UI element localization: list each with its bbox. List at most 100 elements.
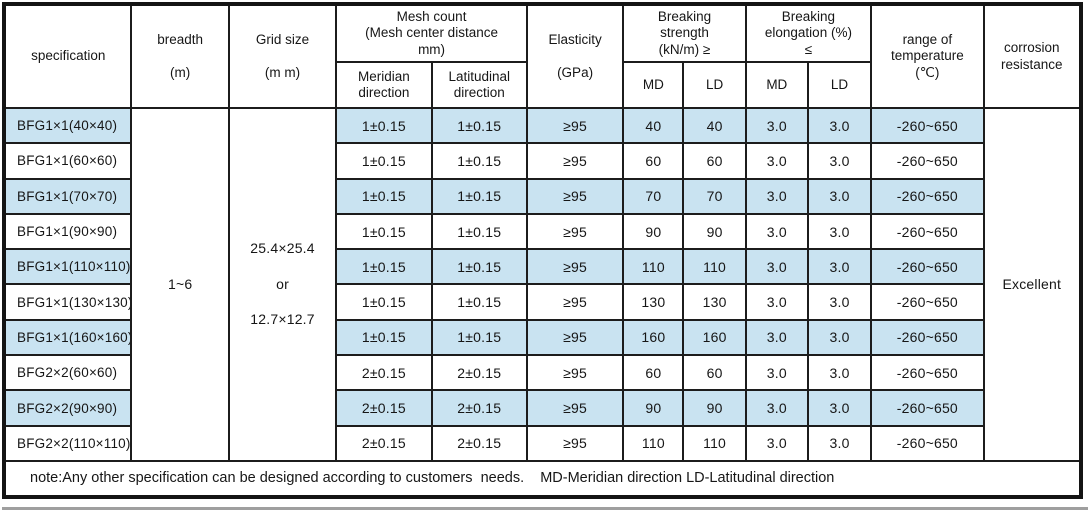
cell-latitudinal: 1±0.15 bbox=[430, 248, 528, 286]
cell-meridian: 2±0.15 bbox=[335, 354, 433, 392]
cell-strength_md: 160 bbox=[622, 318, 685, 357]
col-header-mesh-count-group: Mesh count (Mesh center distance mm) bbox=[335, 3, 528, 63]
cell-strength_md: 130 bbox=[622, 283, 685, 321]
note-row: note:Any other specification can be desi… bbox=[3, 459, 1082, 498]
cell-strength_ld: 90 bbox=[682, 212, 747, 251]
cell-meridian: 1±0.15 bbox=[335, 142, 433, 180]
cell-elasticity: ≥95 bbox=[525, 424, 625, 462]
cell-meridian: 1±0.15 bbox=[335, 212, 433, 251]
table-row: BFG2×2(110×110) 2±0.15 2±0.15 ≥95 110 110 3.0 3… bbox=[2, 424, 1081, 462]
cell-elasticity: ≥95 bbox=[525, 389, 625, 427]
cell-elongation_md: 3.0 bbox=[744, 106, 809, 145]
table-row: BFG1×1(90×90) 1±0.15 1±0.15 ≥95 90 90 3.0 3.0 -2… bbox=[2, 212, 1081, 251]
col-header-elongation-md: MD bbox=[744, 61, 809, 109]
cell-meridian: 2±0.15 bbox=[335, 424, 433, 462]
cell-latitudinal: 2±0.15 bbox=[430, 354, 528, 392]
cell-elongation_ld: 3.0 bbox=[806, 177, 873, 215]
cell-elasticity: ≥95 bbox=[525, 354, 625, 392]
table-row: BFG1×1(110×110) 1±0.15 1±0.15 ≥95 110 110 3.0 3… bbox=[2, 248, 1081, 286]
cell-elongation_md: 3.0 bbox=[744, 283, 809, 321]
cell-elongation_ld: 3.0 bbox=[806, 248, 873, 286]
table-row: BFG1×1(60×60) 1±0.15 1±0.15 ≥95 60 60 3.0 3.0 -2… bbox=[2, 142, 1081, 180]
cell-specification: BFG2×2(90×90) bbox=[2, 389, 133, 427]
table-row: BFG1×1(70×70) 1±0.15 1±0.15 ≥95 70 70 3.0 3.0 -2… bbox=[2, 177, 1081, 215]
cell-breadth-merged: 1~6 bbox=[130, 107, 230, 462]
cell-specification: BFG1×1(70×70) bbox=[2, 177, 133, 215]
cell-elasticity: ≥95 bbox=[525, 212, 625, 251]
col-header-breadth: breadth (m) bbox=[130, 3, 230, 109]
scan-edge-shadow bbox=[2, 507, 1088, 510]
cell-elasticity: ≥95 bbox=[525, 106, 625, 145]
table-row: BFG2×2(60×60) 2±0.15 2±0.15 ≥95 60 60 3.0 3.0 -2… bbox=[2, 354, 1081, 392]
cell-elongation_ld: 3.0 bbox=[806, 283, 873, 321]
cell-elasticity: ≥95 bbox=[525, 177, 625, 215]
cell-meridian: 1±0.15 bbox=[335, 248, 433, 286]
cell-latitudinal: 2±0.15 bbox=[430, 389, 528, 427]
header-row-groups: specification breadth (m) Grid size (m m… bbox=[2, 3, 1083, 109]
cell-meridian: 1±0.15 bbox=[335, 177, 433, 215]
cell-strength_ld: 70 bbox=[682, 177, 747, 215]
cell-temperature: -260~650 bbox=[870, 177, 985, 215]
cell-elasticity: ≥95 bbox=[525, 248, 625, 286]
cell-strength_md: 40 bbox=[622, 106, 685, 145]
cell-elongation_ld: 3.0 bbox=[806, 354, 873, 392]
cell-latitudinal: 1±0.15 bbox=[430, 318, 528, 357]
col-header-strength-md: MD bbox=[622, 61, 685, 109]
cell-strength_ld: 60 bbox=[682, 142, 747, 180]
cell-elongation_md: 3.0 bbox=[744, 248, 809, 286]
cell-meridian: 1±0.15 bbox=[335, 283, 433, 321]
col-header-breaking-elongation-group: Breaking elongation (%) ≤ bbox=[744, 3, 873, 63]
cell-elongation_ld: 3.0 bbox=[806, 106, 873, 145]
cell-strength_ld: 40 bbox=[682, 106, 747, 145]
cell-strength_md: 70 bbox=[622, 177, 685, 215]
col-header-grid-size: Grid size (m m) bbox=[227, 3, 338, 109]
cell-latitudinal: 1±0.15 bbox=[430, 283, 528, 321]
cell-temperature: -260~650 bbox=[870, 248, 985, 286]
cell-temperature: -260~650 bbox=[870, 354, 985, 392]
cell-meridian: 1±0.15 bbox=[335, 106, 433, 145]
cell-specification: BFG2×2(60×60) bbox=[2, 354, 133, 392]
cell-elongation_md: 3.0 bbox=[744, 389, 809, 427]
cell-strength_ld: 160 bbox=[682, 318, 747, 357]
cell-elongation_ld: 3.0 bbox=[806, 212, 873, 251]
col-header-breaking-strength-group: Breaking strength (kN/m) ≥ bbox=[622, 3, 747, 63]
col-header-specification: specification bbox=[2, 3, 133, 109]
table-body: BFG1×1(40×40) 1~6 25.4×25.4 or 12.7×12.7 1±… bbox=[2, 106, 1083, 462]
cell-temperature: -260~650 bbox=[870, 283, 985, 321]
table-row: BFG1×1(40×40) 1~6 25.4×25.4 or 12.7×12.7 1±… bbox=[2, 106, 1083, 462]
cell-latitudinal: 2±0.15 bbox=[430, 424, 528, 462]
cell-latitudinal: 1±0.15 bbox=[430, 106, 528, 145]
cell-meridian: 1±0.15 bbox=[335, 318, 433, 357]
specification-table: specification breadth (m) Grid size (m m… bbox=[2, 2, 1083, 499]
cell-strength_md: 90 bbox=[622, 212, 685, 251]
cell-elongation_ld: 3.0 bbox=[806, 424, 873, 462]
cell-strength_md: 90 bbox=[622, 389, 685, 427]
cell-specification: BFG1×1(60×60) bbox=[2, 142, 133, 180]
table-row: BFG1×1(160×160) 1±0.15 1±0.15 ≥95 160 160 3.0 3… bbox=[2, 318, 1081, 357]
cell-strength_md: 110 bbox=[622, 248, 685, 286]
cell-strength_md: 110 bbox=[622, 424, 685, 462]
col-header-elongation-ld: LD bbox=[806, 61, 873, 109]
col-header-corrosion: corrosion resistance bbox=[982, 3, 1083, 109]
table-row: BFG2×2(90×90) 2±0.15 2±0.15 ≥95 90 90 3.0 3.0 -2… bbox=[2, 389, 1081, 427]
cell-corrosion-merged: Excellent bbox=[982, 107, 1083, 462]
cell-strength_ld: 110 bbox=[682, 248, 747, 286]
col-header-temperature: range of temperature (℃) bbox=[870, 3, 985, 109]
cell-temperature: -260~650 bbox=[870, 212, 985, 251]
cell-elongation_md: 3.0 bbox=[744, 424, 809, 462]
cell-specification: BFG1×1(40×40) bbox=[2, 106, 133, 145]
col-header-strength-ld: LD bbox=[682, 61, 747, 109]
cell-temperature: -260~650 bbox=[870, 424, 985, 462]
cell-specification: BFG1×1(110×110) bbox=[2, 248, 133, 286]
cell-strength_ld: 110 bbox=[682, 424, 747, 462]
cell-elongation_md: 3.0 bbox=[744, 212, 809, 251]
cell-elongation_md: 3.0 bbox=[744, 318, 809, 357]
col-header-meridian-direction: Meridian direction bbox=[335, 61, 433, 109]
cell-elasticity: ≥95 bbox=[525, 318, 625, 357]
cell-specification: BFG2×2(110×110) bbox=[2, 424, 133, 462]
note-text: note:Any other specification can be desi… bbox=[3, 459, 1082, 498]
cell-latitudinal: 1±0.15 bbox=[430, 142, 528, 180]
col-header-latitudinal-direction: Latitudinal direction bbox=[430, 61, 528, 109]
cell-elongation_md: 3.0 bbox=[744, 142, 809, 180]
